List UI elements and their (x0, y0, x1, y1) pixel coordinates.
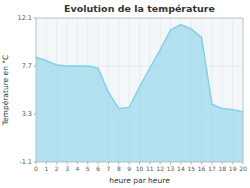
data-area (36, 25, 243, 162)
y-tick-label: -1.1 (19, 158, 32, 166)
x-tick-label: 8 (117, 165, 121, 172)
line (36, 25, 243, 112)
x-tick-label: 3 (65, 165, 69, 172)
x-tick-label: 6 (96, 165, 100, 172)
chart: 01234567891011121314151617181920-1.13.37… (0, 0, 250, 188)
x-tick-label: 0 (34, 165, 38, 172)
x-tick-label: 14 (177, 165, 185, 172)
y-tick (34, 162, 37, 163)
x-tick-label: 15 (187, 165, 195, 172)
x-tick-label: 4 (75, 165, 79, 172)
grid (36, 18, 243, 162)
x-tick-label: 7 (107, 165, 111, 172)
x-tick-label: 2 (55, 165, 59, 172)
axes: 01234567891011121314151617181920-1.13.37… (18, 14, 247, 172)
x-tick-label: 9 (127, 165, 131, 172)
x-tick-label: 11 (146, 165, 154, 172)
x-tick-label: 10 (136, 165, 144, 172)
plot-frame (36, 18, 243, 162)
y-tick-label: 12.1 (18, 14, 32, 22)
title: Evolution de la température (64, 3, 215, 14)
plot-background (36, 18, 243, 162)
y-tick-label: 7.7 (22, 62, 32, 70)
area-fill (36, 25, 243, 162)
x-tick-label: 20 (239, 165, 247, 172)
chart-container: 01234567891011121314151617181920-1.13.37… (0, 0, 250, 188)
y-tick (34, 18, 37, 19)
y-axis-label: Température en °C (1, 55, 10, 127)
x-tick-label: 5 (86, 165, 90, 172)
x-tick-label: 18 (218, 165, 226, 172)
y-tick-label: 3.3 (22, 110, 32, 118)
x-tick-label: 16 (198, 165, 206, 172)
x-tick-label: 12 (156, 165, 164, 172)
y-tick (34, 66, 37, 67)
y-tick (34, 114, 37, 115)
x-axis-label: heure par heure (109, 176, 170, 185)
x-tick-label: 19 (229, 165, 237, 172)
x-tick-label: 17 (208, 165, 216, 172)
x-tick-label: 1 (44, 165, 48, 172)
x-tick-label: 13 (167, 165, 175, 172)
